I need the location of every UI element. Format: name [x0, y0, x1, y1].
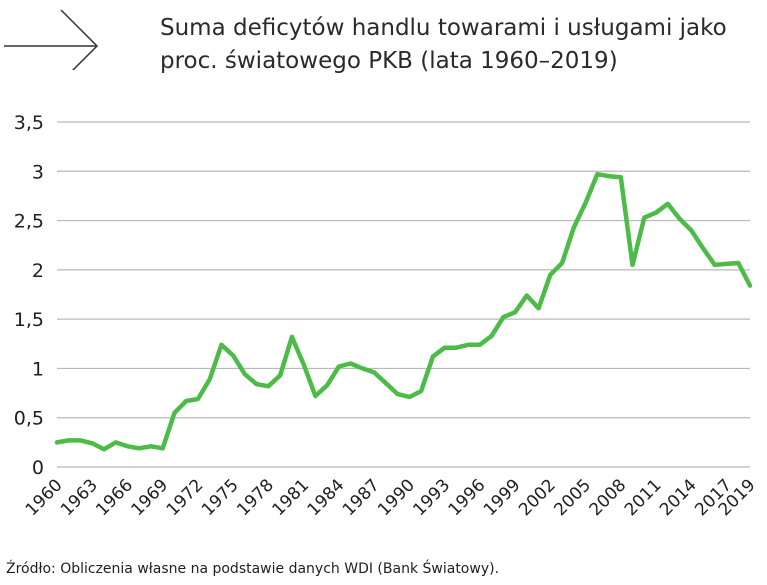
x-tick-label: 1990	[374, 475, 419, 520]
y-tick-label: 1,5	[14, 309, 44, 331]
x-tick-label: 2002	[515, 475, 560, 520]
x-tick-label: 1978	[233, 475, 278, 520]
chart-title-line-1: Suma deficytów handlu towarami i usługam…	[160, 15, 727, 41]
chart-title: Suma deficytów handlu towarami i usługam…	[160, 12, 760, 78]
x-tick-label: 1993	[409, 475, 454, 520]
x-tick-label: 2011	[621, 475, 666, 520]
x-tick-label: 1960	[22, 475, 67, 520]
x-tick-label: 1975	[198, 475, 243, 520]
right-arrow-icon	[4, 9, 99, 70]
x-tick-label: 1963	[57, 475, 102, 520]
x-tick-label: 1972	[163, 475, 208, 520]
x-tick-label: 1969	[128, 475, 173, 520]
x-tick-label: 1981	[268, 475, 313, 520]
y-tick-label: 3	[32, 161, 44, 183]
x-tick-label: 1996	[445, 475, 490, 520]
y-tick-label: 3,5	[14, 112, 44, 134]
chart-title-line-2: proc. światowego PKB (lata 1960–2019)	[160, 48, 618, 74]
x-tick-label: 2005	[550, 475, 595, 520]
x-tick-label: 1987	[339, 475, 384, 520]
y-tick-label: 2,5	[14, 211, 44, 233]
source-note: Źródło: Obliczenia własne na podstawie d…	[6, 561, 500, 577]
x-tick-label: 1999	[480, 475, 525, 520]
y-tick-label: 2	[32, 260, 44, 282]
x-tick-label: 2014	[656, 475, 701, 520]
y-tick-label: 0	[32, 457, 44, 479]
y-tick-label: 0,5	[14, 408, 44, 430]
y-tick-label: 1	[32, 358, 44, 380]
x-tick-label: 2008	[586, 475, 631, 520]
x-tick-label: 1966	[92, 475, 137, 520]
x-tick-label: 1984	[304, 475, 349, 520]
series-line	[54, 171, 753, 452]
